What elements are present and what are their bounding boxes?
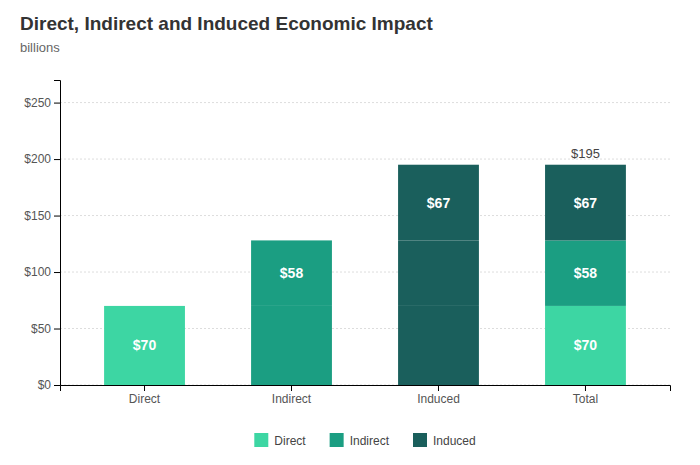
legend-swatch (413, 433, 427, 447)
y-tick: $100 (24, 265, 60, 279)
x-tick-label: Indirect (272, 392, 312, 406)
data-label: $58 (280, 265, 304, 281)
y-tick-mark (54, 385, 60, 386)
y-tick-mark (54, 272, 60, 273)
title: Direct, Indirect and Induced Economic Im… (20, 13, 433, 34)
data-label: $67 (427, 195, 451, 211)
chart-svg: Direct, Indirect and Induced Economic Im… (0, 0, 700, 465)
bar (104, 306, 185, 385)
x-axis-line (61, 386, 671, 392)
x-tick-mark (585, 385, 586, 391)
x-tick: Induced (417, 385, 460, 406)
bar (251, 306, 332, 385)
bar (398, 240, 479, 306)
bar (545, 306, 626, 385)
legend-label: Induced (433, 434, 476, 448)
x-tick-label: Direct (129, 392, 161, 406)
bar (545, 165, 626, 241)
y-tick-mark (54, 103, 60, 104)
plot-area: $0 $50 $100 $150 $200 $250 Direct Indirect Induc… (24, 81, 670, 406)
y-tick: $150 (24, 209, 60, 223)
legend-item: Indirect (330, 433, 390, 448)
y-tick-label: $250 (24, 96, 51, 110)
x-tick-label: Total (573, 392, 598, 406)
y-tick: $200 (24, 152, 60, 166)
x-tick-mark (291, 385, 292, 391)
y-tick-label: $200 (24, 152, 51, 166)
x-tick-mark (438, 385, 439, 391)
y-tick-label: $100 (24, 265, 51, 279)
y-tick-mark (54, 216, 60, 217)
legend-label: Indirect (350, 434, 390, 448)
y-axis-line (54, 81, 61, 386)
subtitle: billions (20, 40, 60, 55)
data-labels: $70 $70 $58 $58 $67 $67 (133, 195, 598, 354)
data-label: $67 (574, 195, 598, 211)
x-tick: Indirect (272, 385, 312, 406)
grid (60, 103, 670, 385)
annotations: $195 (571, 146, 600, 161)
bar (398, 165, 479, 241)
y-tick: $250 (24, 96, 60, 110)
y-tick-label: $50 (31, 322, 51, 336)
x-tick-mark (144, 385, 145, 391)
data-label: $58 (574, 265, 598, 281)
bar (545, 240, 626, 306)
legend-swatch (330, 433, 344, 447)
y-tick-mark (54, 159, 60, 160)
y-tick: $50 (31, 322, 60, 336)
legend-swatch (254, 433, 268, 447)
x-tick: Total (573, 385, 598, 406)
bar (398, 306, 479, 385)
x-tick-label: Induced (417, 392, 460, 406)
y-tick-mark (54, 329, 60, 330)
bars (104, 165, 626, 385)
data-label: $70 (574, 337, 598, 353)
y-tick-label: $0 (38, 378, 52, 392)
y-tick-label: $150 (24, 209, 51, 223)
y-tick: $0 (38, 378, 60, 392)
y-axis: $0 $50 $100 $150 $200 $250 (24, 81, 60, 393)
legend-item: Direct (254, 433, 306, 448)
legend-label: Direct (274, 434, 306, 448)
annotation: $195 (571, 146, 600, 161)
data-label: $70 (133, 337, 157, 353)
x-axis: Direct Indirect Induced Total (61, 385, 671, 406)
legend-item: Induced (413, 433, 476, 448)
legend: Direct Indirect Induced (254, 433, 475, 448)
grid-line (60, 102, 670, 103)
chart-container: Direct, Indirect and Induced Economic Im… (0, 0, 700, 465)
bar (251, 240, 332, 306)
x-tick: Direct (129, 385, 161, 406)
